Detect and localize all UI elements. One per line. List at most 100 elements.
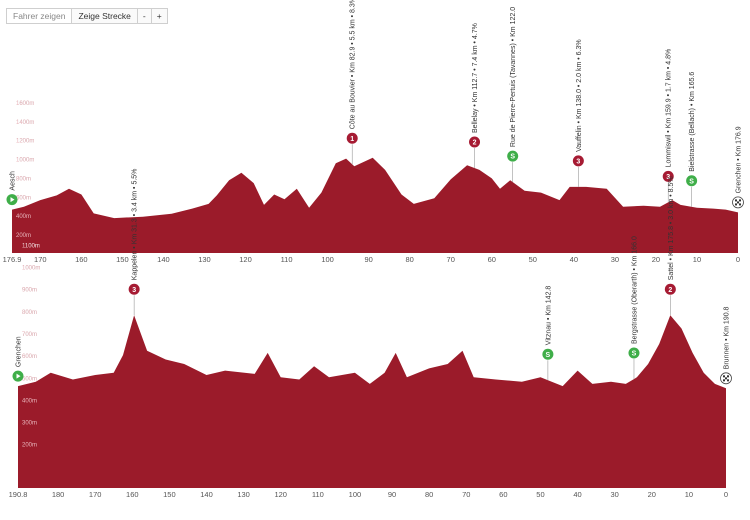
x-tick-label: 40 [573,490,581,499]
altitude-label-overlay: 400m [22,398,37,404]
marker-sprint: S Vitznau • Km 142.8 [542,286,554,381]
altitude-label-overlay: 300m [22,421,37,427]
marker-category: S [689,178,694,185]
x-tick-label: 90 [364,255,372,264]
altitude-label-overlay: 900m [22,288,37,294]
altitude-label: 500m [22,376,37,382]
sprint-icon [628,347,640,359]
elevation-area [12,157,738,253]
marker-label: Vauffelin • Km 138.0 • 2.0 km • 6.3% [576,39,583,152]
altitude-label-overlay: 1400m [16,120,34,126]
checker-square [725,377,727,380]
marker-label: Bellelay • Km 112.7 • 7.4 km • 4.7% [472,23,479,133]
marker-category: S [546,352,551,359]
marker-finish: Brunnen • Km 190.8 [720,306,732,385]
marker-category: 3 [132,287,136,294]
altitude-label-overlay: 700m [22,332,37,338]
altitude-label-overlay: 500m [22,376,37,382]
zoom-in-button[interactable]: + [150,8,168,24]
altitude-label-overlay: 600m [22,354,37,360]
marker-start: Aesch [6,171,18,206]
marker-label: Brunnen • Km 190.8 [724,306,731,369]
x-tick-label: 10 [693,255,701,264]
marker-climb: 1 Côte au Bouvier • Km 82.9 • 5.5 km • 8.… [346,0,358,165]
marker-climb: 3 Vauffelin • Km 138.0 • 2.0 km • 6.3% [572,39,584,187]
x-tick-label: 140 [200,490,213,499]
x-tick-label: 130 [237,490,250,499]
sprint-icon [542,348,554,360]
altitude-label-overlay: 1600m [16,101,34,107]
x-tick-label: 120 [239,255,252,264]
altitude-label: 1000m [22,266,40,272]
x-tick-label: 170 [89,490,102,499]
sprint-icon [507,150,519,162]
altitude-label-overlay: 800m [16,176,31,182]
marker-finish: Grenchen • Km 176.9 [732,126,744,209]
checker-square [735,199,737,202]
marker-climb: 3 Lommiswil • Km 159.9 • 1.7 km • 4.8% [662,49,674,203]
checker-square [727,379,729,382]
x-tick-label: 160 [126,490,139,499]
altitude-label: 600m [22,354,37,360]
x-tick-label: 30 [611,255,619,264]
altitude-label-overlay: 200m [16,233,31,239]
x-tick-label: 170 [34,255,47,264]
altitude-label: 1100m [22,243,40,249]
x-tick-label: 160 [75,255,88,264]
marker-label: Bielstrasse (Bellach) • Km 165.6 [689,72,696,172]
x-tick-label: 60 [499,490,507,499]
climb-category-icon [664,283,676,295]
marker-label: Sattel • Km 175.8 • 3.0 km • 8.5% [668,176,675,280]
marker-category: 2 [668,287,672,294]
altitude-label-overlay: 800m [22,310,37,316]
climb-category-icon [128,283,140,295]
altitude-label: 1200m [16,139,34,145]
altitude-label: 1400m [16,120,34,126]
altitude-label: 600m [16,195,31,201]
climb-category-icon [469,136,481,148]
altitude-label: 700m [22,332,37,338]
x-tick-label: 100 [321,255,334,264]
marker-category: 3 [576,159,580,166]
climb-category-icon [572,155,584,167]
x-tick-label: 150 [163,490,176,499]
checker-square [723,375,725,378]
x-tick-label: 20 [652,255,660,264]
altitude-label: 800m [22,310,37,316]
marker-sprint: S Rue de Pierre-Pertuis (Tavannes) • Km 1… [507,7,519,183]
checker-square [727,375,729,378]
altitude-label-overlay: 1200m [16,139,34,145]
x-tick-label: 90 [388,490,396,499]
x-tick-label: 176.9 [3,255,22,264]
x-tick-label: 30 [611,490,619,499]
marker-label: Côte au Bouvier • Km 82.9 • 5.5 km • 8.3… [350,0,357,129]
marker-category: S [632,351,637,358]
x-tick-label: 70 [462,490,470,499]
x-tick-label: 20 [648,490,656,499]
altitude-label: 800m [16,176,31,182]
marker-label: Aesch [10,171,17,191]
marker-start: Grenchen [12,336,24,382]
marker-label: Grenchen [16,336,23,367]
marker-category: 3 [666,174,670,181]
elevation-chart-1: 200m400m600m800m1000m1200m1400m1600m200m… [3,0,744,264]
x-tick-label: 120 [274,490,287,499]
x-tick-label: 0 [736,255,740,264]
play-icon [10,197,15,203]
elevation-area [18,315,726,488]
marker-category: S [510,154,515,161]
checker-square [739,203,741,206]
marker-label: Bergstrasse (Oberarth) • Km 166.0 [631,236,638,344]
altitude-label-overlay: 600m [16,195,31,201]
x-tick-label: 40 [570,255,578,264]
sprint-icon [686,175,698,187]
checker-square [735,203,737,206]
marker-climb: 3 Kappelen • Km 31.3 • 3.4 km • 5.5% [128,169,140,316]
altitude-label-overlay: 200m [22,443,37,449]
checker-square [723,379,725,382]
marker-label: Vitznau • Km 142.8 [545,286,552,346]
marker-label: Lommiswil • Km 159.9 • 1.7 km • 4.8% [666,49,673,168]
marker-climb: 2 Sattel • Km 175.8 • 3.0 km • 8.5% [664,176,676,316]
x-tick-label: 50 [529,255,537,264]
